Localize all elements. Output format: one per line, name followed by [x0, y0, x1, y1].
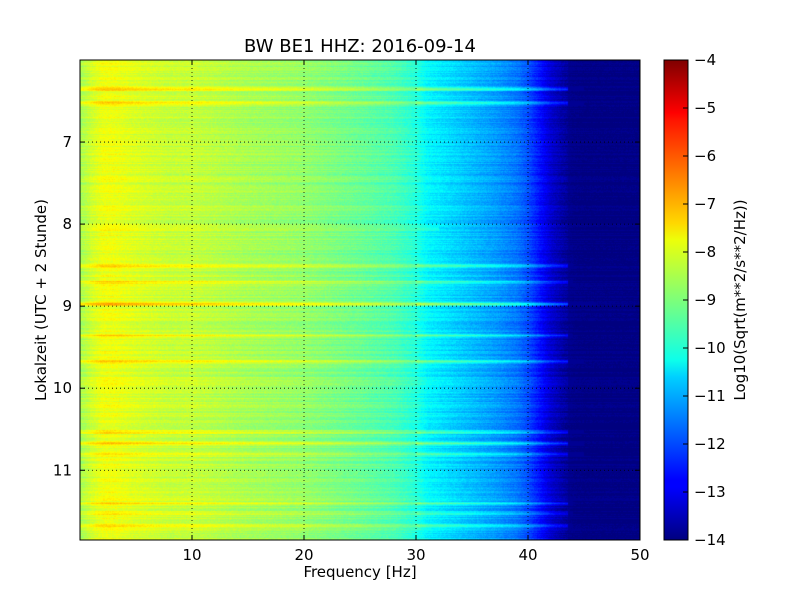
- grid-lines: [80, 60, 640, 540]
- y-tick-label-4: 11: [53, 461, 72, 479]
- heatmap-area: [80, 60, 640, 540]
- x-axis-label: Frequency [Hz]: [303, 563, 416, 581]
- y-axis-label: Lokalzeit (UTC + 2 Stunde): [32, 199, 50, 401]
- colorbar-tick-label-2: −6: [694, 147, 716, 165]
- colorbar-ticks: −4 −5 −6 −7 −8 −9 −10 −11 −12 −13 −14: [683, 51, 726, 549]
- plot-frame: [79, 59, 641, 541]
- x-tick-label-3: 40: [518, 546, 537, 564]
- colorbar-tick-label-9: −13: [694, 483, 726, 501]
- x-tick-label-0: 10: [182, 546, 201, 564]
- x-tick-label-2: 30: [406, 546, 425, 564]
- colorbar-tick-label-6: −10: [694, 339, 726, 357]
- colorbar-tick-label-7: −11: [694, 387, 726, 405]
- colorbar-tick-label-5: −9: [694, 291, 716, 309]
- x-tick-label-4: 50: [630, 546, 649, 564]
- colorbar-tick-label-4: −8: [694, 243, 716, 261]
- y-tick-label-2: 9: [62, 297, 72, 315]
- colorbar-tick-label-1: −5: [694, 99, 716, 117]
- y-tick-label-1: 8: [62, 215, 72, 233]
- x-tick-label-1: 20: [294, 546, 313, 564]
- colorbar-tick-label-3: −7: [694, 195, 716, 213]
- colorbar-label: Log10(Sqrt(m**2/s**2/Hz)): [731, 199, 749, 400]
- y-tick-label-3: 10: [53, 379, 72, 397]
- chart-title: BW BE1 HHZ: 2016-09-14: [244, 36, 476, 57]
- y-axis: 7 8 9 10 11: [53, 133, 640, 479]
- colorbar-tick-label-0: −4: [694, 51, 716, 69]
- colorbar: −4 −5 −6 −7 −8 −9 −10 −11 −12 −13 −14 Log10(Sqrt(m…: [663, 51, 749, 549]
- x-axis: 10 20 30 40 50: [182, 60, 650, 564]
- colorbar-tick-label-10: −14: [694, 531, 726, 549]
- colorbar-tick-label-8: −12: [694, 435, 726, 453]
- y-tick-label-0: 7: [62, 133, 72, 151]
